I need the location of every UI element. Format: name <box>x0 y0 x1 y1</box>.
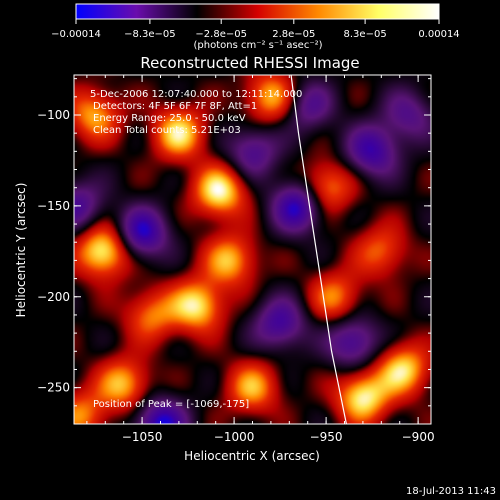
colorbar-tick-label: −8.3e−05 <box>124 29 176 40</box>
y-tick-label: −250 <box>37 381 70 395</box>
x-tick-label: −950 <box>310 430 343 444</box>
colorbar-tick-label: −2.8e−05 <box>195 29 247 40</box>
colorbar-ticks: −0.00014 −8.3e−05 −2.8e−05 2.8e−05 8.3e−05 0.… <box>51 19 460 40</box>
timestamp: 18-Jul-2013 11:43 <box>406 486 496 497</box>
colorbar-tick-label: 8.3e−05 <box>344 29 387 40</box>
colorbar-units: (photons cm⁻² s⁻¹ asec⁻²) <box>193 40 322 51</box>
x-tick-label: −1050 <box>122 430 163 444</box>
annotation-total-counts: Clean Total counts: 5.21E+03 <box>93 125 241 136</box>
colorbar-tick-label: 0.00014 <box>418 29 459 40</box>
colorbar-tick-label: 2.8e−05 <box>272 29 315 40</box>
y-tick-label: −150 <box>37 199 70 213</box>
annotation-detectors: Detectors: 4F 5F 6F 7F 8F, Att=1 <box>93 101 257 112</box>
annotation-time-range: 5-Dec-2006 12:07:40.000 to 12:11:14.000 <box>90 89 302 100</box>
annotation-block: 5-Dec-2006 12:07:40.000 to 12:11:14.000 … <box>90 89 302 136</box>
heatmap-image <box>74 75 431 424</box>
colorbar <box>75 3 440 20</box>
x-axis-label: Heliocentric X (arcsec) <box>184 449 320 463</box>
chart-title: Reconstructed RHESSI Image <box>140 54 359 72</box>
y-axis: −100 −150 −200 −250 <box>37 78 431 425</box>
y-axis-label: Heliocentric Y (arcsec) <box>14 183 28 318</box>
y-tick-label: −200 <box>37 290 70 304</box>
y-tick-label: −100 <box>37 108 70 122</box>
colorbar-tick-label: −0.00014 <box>51 29 101 40</box>
x-tick-label: −1000 <box>214 430 255 444</box>
solar-limb-curve <box>290 75 347 424</box>
x-tick-label: −900 <box>402 430 435 444</box>
peak-position-label: Position of Peak = [-1069,-175] <box>93 399 249 410</box>
annotation-energy-range: Energy Range: 25.0 - 50.0 keV <box>93 113 246 124</box>
x-axis: −1050 −1000 −950 −900 <box>86 75 435 444</box>
